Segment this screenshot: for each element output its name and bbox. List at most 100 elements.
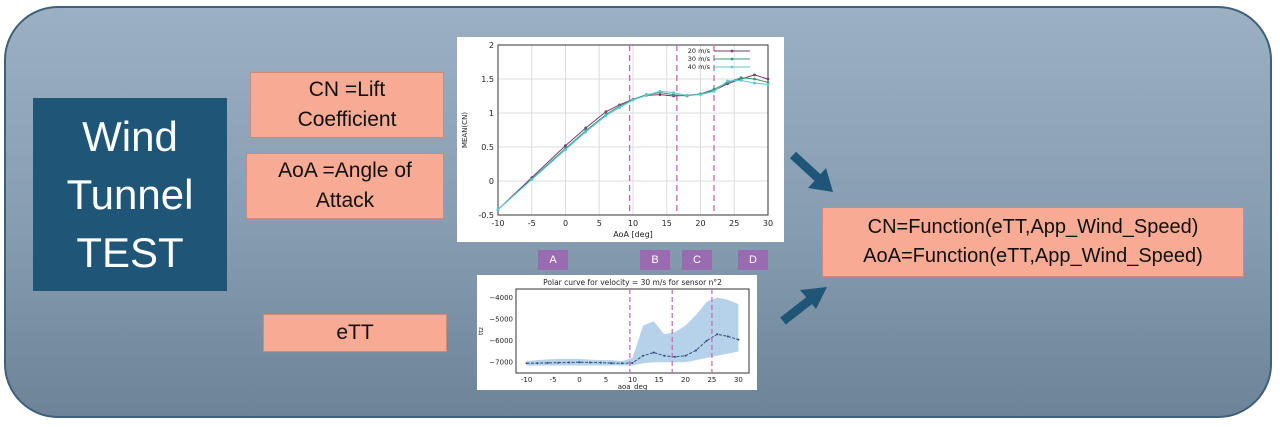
x-tick-label-3: 5 xyxy=(604,376,608,384)
mean-point-6 xyxy=(589,361,592,364)
series-2-point-9 xyxy=(672,91,675,94)
x-tick-label-6: 20 xyxy=(681,376,690,384)
series-2-point-16 xyxy=(766,83,770,86)
x-tick-label-5: 15 xyxy=(655,376,664,384)
result-box: CN=Function(eTT,App_Wind_Speed) AoA=Func… xyxy=(822,207,1244,277)
y-tick-label-4: 1.5 xyxy=(481,75,494,84)
x-tick-label-7: 25 xyxy=(707,376,716,384)
mean-point-4 xyxy=(567,361,570,364)
series-1-point-14 xyxy=(739,76,743,80)
series-2-point-6 xyxy=(631,98,635,102)
title-box: Wind Tunnel TEST xyxy=(33,98,227,291)
series-2-point-4 xyxy=(604,114,608,118)
title-line-2: Tunnel xyxy=(66,170,194,218)
mean-point-2 xyxy=(546,361,549,364)
series-0-point-2 xyxy=(564,144,567,148)
confidence-band xyxy=(526,297,739,366)
x-tick-label-4: 10 xyxy=(628,376,637,384)
mean-point-13 xyxy=(663,354,666,357)
y-tick-label-0: -0.5 xyxy=(478,211,494,220)
series-0-point-3 xyxy=(584,126,588,130)
mean-point-0 xyxy=(525,362,528,365)
legend-label-0: 20 m/s xyxy=(688,47,711,55)
series-0-point-8 xyxy=(658,93,662,97)
result-line-1: CN=Function(eTT,App_Wind_Speed) xyxy=(867,216,1199,238)
cn-label-line-2: Coefficient xyxy=(297,108,397,131)
ett-label-box: eTT xyxy=(263,314,447,352)
series-2-point-10 xyxy=(685,93,689,97)
y-tick-label-2: 0.5 xyxy=(481,143,494,152)
aoa-label-box: AoA =Angle of Attack xyxy=(246,153,444,219)
series-1-point-9 xyxy=(672,93,675,97)
ett-label: eTT xyxy=(336,321,374,344)
mean-point-17 xyxy=(705,339,708,342)
series-2-point-14 xyxy=(739,78,743,82)
aoa-label-line-1: AoA =Angle of xyxy=(278,159,412,182)
x-tick-label-3: 5 xyxy=(597,219,602,228)
x-tick-label-1: -5 xyxy=(550,376,557,384)
series-0-point-16 xyxy=(766,77,770,81)
series-0-point-15 xyxy=(753,73,756,77)
ett-chart: Polar curve for velocity = 30 m/s for se… xyxy=(477,275,757,391)
x-tick-label-6: 20 xyxy=(695,219,705,228)
mean-point-10 xyxy=(631,361,634,364)
region-b-tag: B xyxy=(640,250,670,270)
cn-label-box: CN =Lift Coefficient xyxy=(250,72,444,138)
mean-point-20 xyxy=(737,338,740,341)
plot-frame xyxy=(497,44,769,216)
x-axis-label: aoa_deg xyxy=(618,383,648,390)
mean-point-9 xyxy=(620,362,623,365)
x-tick-label-2: 0 xyxy=(563,219,568,228)
legend-label-2: 40 m/s xyxy=(688,63,711,71)
x-tick-label-2: 0 xyxy=(577,376,581,384)
y-axis-label: ttz xyxy=(478,327,485,335)
y-tick-label-1: −5000 xyxy=(489,316,513,324)
result-line-2: AoA=Function(eTT,App_Wind_Speed) xyxy=(863,245,1203,267)
x-tick-label-7: 25 xyxy=(729,219,739,228)
mean-point-11 xyxy=(642,354,645,357)
region-a-tag: A xyxy=(538,250,568,270)
x-tick-label-8: 30 xyxy=(734,376,743,384)
x-tick-label-1: -5 xyxy=(528,219,536,228)
mean-point-12 xyxy=(652,351,655,354)
series-2-point-7 xyxy=(645,93,648,97)
series-1-point-12 xyxy=(712,87,716,91)
series-0-point-4 xyxy=(604,110,608,114)
legend-marker-2 xyxy=(730,65,734,69)
series-1-point-16 xyxy=(766,81,770,84)
legend-marker-1 xyxy=(730,57,734,61)
series-2-point-1 xyxy=(530,178,534,182)
y-tick-label-3: −7000 xyxy=(489,359,513,367)
y-tick-label-0: −4000 xyxy=(489,294,513,302)
mean-point-1 xyxy=(536,362,539,365)
mean-point-14 xyxy=(673,355,676,358)
series-2-point-15 xyxy=(753,81,756,85)
title-line-3: TEST xyxy=(76,228,184,276)
mean-point-3 xyxy=(557,361,560,364)
mean-point-16 xyxy=(695,349,698,352)
series-2-point-8 xyxy=(658,89,662,93)
x-tick-label-0: -10 xyxy=(491,219,504,228)
series-2-point-12 xyxy=(712,89,716,93)
y-axis-label: MEAN(CN) xyxy=(461,112,469,148)
series-2-point-11 xyxy=(699,93,702,97)
aoa-label-line-2: Attack xyxy=(315,189,375,212)
series-2-point-0 xyxy=(496,208,500,211)
x-tick-label-4: 10 xyxy=(628,219,638,228)
series-2-point-5 xyxy=(618,106,621,109)
legend-label-1: 30 m/s xyxy=(688,55,711,63)
chart-title: Polar curve for velocity = 30 m/s for se… xyxy=(543,278,722,287)
y-tick-label-1: 0 xyxy=(489,177,494,186)
x-axis-label: AoA [deg] xyxy=(613,230,653,239)
series-1-point-15 xyxy=(753,77,756,81)
mean-point-5 xyxy=(578,361,581,364)
title-line-1: Wind xyxy=(82,112,178,160)
y-tick-label-5: 2 xyxy=(489,41,494,50)
mean-point-15 xyxy=(684,354,687,357)
series-2-point-13 xyxy=(726,79,729,83)
x-tick-label-8: 30 xyxy=(763,219,773,228)
plot-frame xyxy=(515,288,750,374)
legend-marker-0 xyxy=(730,49,734,53)
y-tick-label-3: 1 xyxy=(489,109,494,118)
series-2-point-3 xyxy=(584,130,588,134)
